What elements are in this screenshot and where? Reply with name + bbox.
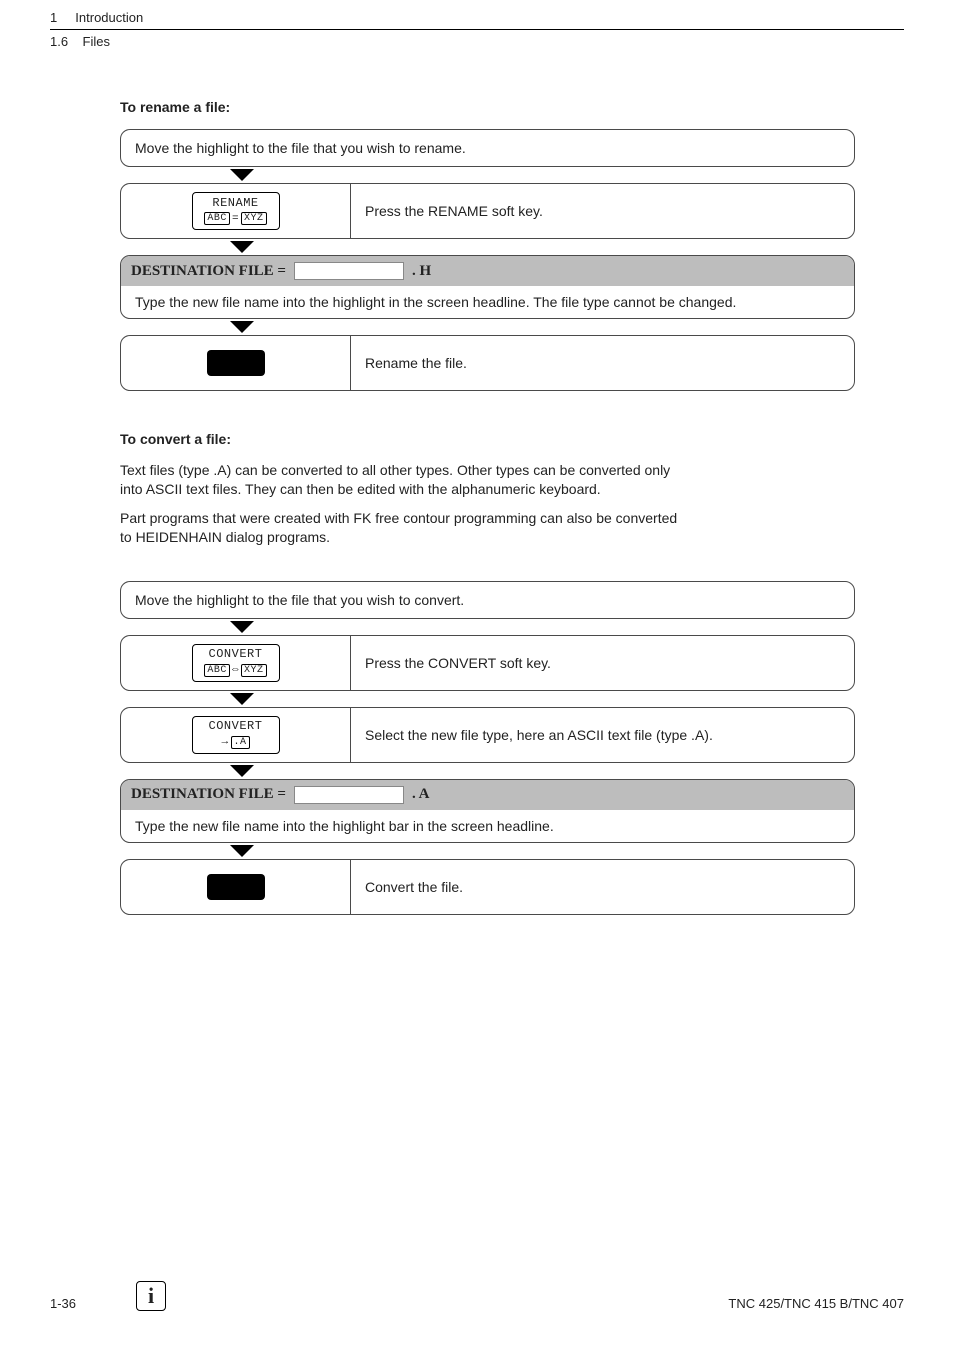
dest-label: DESTINATION FILE = [131, 786, 286, 803]
info-icon: i [136, 1281, 166, 1311]
convert-step1-box: Move the highlight to the file that you … [120, 581, 855, 619]
convert-softkey1-cell: CONVERT ABC ⇔ XYZ [121, 636, 351, 690]
convert-step3-row: CONVERT → .A Select the new file type, h… [120, 707, 855, 763]
convert-softkey[interactable]: CONVERT ABC ⇔ XYZ [192, 644, 280, 682]
enter-key-cell [121, 336, 351, 390]
rename-step3-row: Rename the file. [120, 335, 855, 391]
rename-step1-text: Move the highlight to the file that you … [135, 140, 466, 156]
convert-step2-row: CONVERT ABC ⇔ XYZ Press the CONVERT soft… [120, 635, 855, 691]
arrow-right-icon: → [221, 736, 228, 748]
softkey-sub-mid: ⇔ [232, 664, 239, 676]
convert-type-softkey[interactable]: CONVERT → .A [192, 716, 280, 754]
content-area: To rename a file: Move the highlight to … [0, 49, 905, 915]
page-header: 1 Introduction 1.6 Files [0, 0, 954, 49]
rename-softkey[interactable]: RENAME ABC = XYZ [192, 192, 280, 230]
arrow-down-icon [230, 241, 254, 253]
softkey-sub-box: .A [231, 736, 250, 749]
arrow-down-icon [230, 621, 254, 633]
rename-dest-body: Type the new file name into the highligh… [121, 286, 854, 318]
softkey-label: CONVERT [209, 720, 263, 733]
page-footer: 1-36 i TNC 425/TNC 415 B/TNC 407 [0, 1281, 954, 1311]
softkey-label: CONVERT [209, 648, 263, 661]
convert-step2-text: Press the CONVERT soft key. [351, 636, 854, 690]
arrow-down-icon [230, 169, 254, 181]
enter-key[interactable] [207, 350, 265, 376]
arrow-down-icon [230, 693, 254, 705]
softkey-sub-right: XYZ [241, 212, 267, 225]
chapter-num: 1 [50, 10, 57, 25]
convert-dest-box: DESTINATION FILE = . A Type the new file… [120, 779, 855, 843]
rename-softkey-cell: RENAME ABC = XYZ [121, 184, 351, 238]
chapter-line: 1 Introduction [50, 10, 904, 30]
softkey-subline: ABC = XYZ [204, 212, 266, 225]
dest-ext: . H [412, 263, 431, 280]
rename-step2-row: RENAME ABC = XYZ Press the RENAME soft k… [120, 183, 855, 239]
dest-label: DESTINATION FILE = [131, 263, 286, 280]
softkey-sub-left: ABC [204, 664, 230, 677]
arrow-down-icon [230, 765, 254, 777]
enter-key-cell [121, 860, 351, 914]
rename-title: To rename a file: [120, 99, 855, 115]
convert-dest-header: DESTINATION FILE = . A [121, 780, 854, 810]
softkey-sub-left: ABC [204, 212, 230, 225]
dest-input[interactable] [294, 786, 404, 804]
rename-dest-box: DESTINATION FILE = . H Type the new file… [120, 255, 855, 319]
rename-dest-header: DESTINATION FILE = . H [121, 256, 854, 286]
convert-step1-text: Move the highlight to the file that you … [135, 592, 464, 608]
convert-body1: Text files (type .A) can be converted to… [120, 461, 680, 499]
convert-title: To convert a file: [120, 431, 855, 447]
softkey-subline: → .A [221, 736, 249, 749]
rename-step2-text: Press the RENAME soft key. [351, 184, 854, 238]
dest-ext: . A [412, 786, 430, 803]
arrow-down-icon [230, 845, 254, 857]
convert-dest-body: Type the new file name into the highligh… [121, 810, 854, 842]
section-title: Files [83, 34, 110, 49]
section-line: 1.6 Files [50, 30, 904, 49]
model-label: TNC 425/TNC 415 B/TNC 407 [728, 1296, 904, 1311]
convert-step4-text: Convert the file. [351, 860, 854, 914]
rename-step3-text: Rename the file. [351, 336, 854, 390]
rename-step1-box: Move the highlight to the file that you … [120, 129, 855, 167]
softkey-label: RENAME [212, 197, 258, 210]
convert-softkey2-cell: CONVERT → .A [121, 708, 351, 762]
dest-input[interactable] [294, 262, 404, 280]
page-number: 1-36 [50, 1296, 76, 1311]
enter-key[interactable] [207, 874, 265, 900]
chapter-title: Introduction [75, 10, 143, 25]
section-num: 1.6 [50, 34, 68, 49]
convert-body2: Part programs that were created with FK … [120, 509, 680, 547]
arrow-down-icon [230, 321, 254, 333]
softkey-sub-right: XYZ [241, 664, 267, 677]
softkey-sub-mid: = [232, 213, 239, 225]
footer-left: 1-36 i [50, 1281, 166, 1311]
convert-step4-row: Convert the file. [120, 859, 855, 915]
softkey-subline: ABC ⇔ XYZ [204, 664, 266, 677]
convert-step3-text: Select the new file type, here an ASCII … [351, 708, 854, 762]
